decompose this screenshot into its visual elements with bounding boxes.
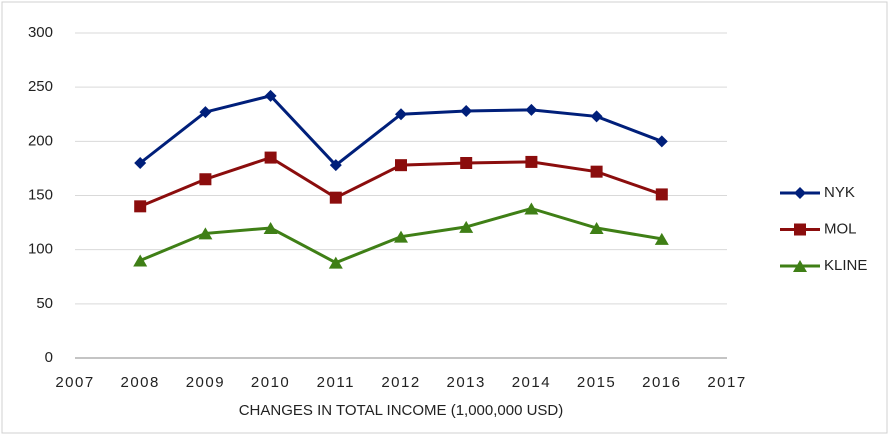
marker <box>459 220 474 233</box>
marker <box>524 202 539 215</box>
legend-label: MOL <box>824 220 857 237</box>
legend-label: KLINE <box>824 257 867 274</box>
marker <box>794 223 806 236</box>
x-tick-label: 2017 <box>707 374 746 391</box>
x-tick-label: 2014 <box>512 374 551 391</box>
marker <box>655 188 668 201</box>
x-tick-label: 2011 <box>317 374 355 391</box>
marker <box>460 157 473 169</box>
x-tick-label: 2013 <box>447 374 486 391</box>
x-tick-label: 2015 <box>577 374 616 391</box>
marker <box>134 157 147 169</box>
marker <box>460 105 473 117</box>
x-tick-label: 2007 <box>55 374 94 391</box>
x-axis-title: CHANGES IN TOTAL INCOME (1,000,000 USD) <box>239 402 564 419</box>
marker <box>395 108 407 121</box>
x-tick-label: 2009 <box>186 374 225 391</box>
y-tick-label: 300 <box>28 24 53 41</box>
marker <box>329 159 342 172</box>
marker <box>264 89 277 102</box>
marker <box>134 200 147 213</box>
marker <box>198 227 213 240</box>
marker <box>394 230 408 243</box>
marker <box>525 155 538 168</box>
marker <box>264 151 277 164</box>
x-tick-label: 2008 <box>121 374 160 391</box>
marker <box>525 103 538 116</box>
y-tick-label: 200 <box>28 132 53 149</box>
y-tick-label: 50 <box>36 295 53 312</box>
marker <box>328 256 343 269</box>
y-tick-label: 100 <box>28 241 53 258</box>
marker <box>793 260 807 272</box>
y-tick-label: 250 <box>28 78 53 95</box>
marker <box>199 173 212 186</box>
y-tick-label: 0 <box>45 349 53 366</box>
marker <box>395 159 407 172</box>
marker <box>654 232 669 245</box>
marker <box>590 165 603 178</box>
marker <box>590 110 603 123</box>
marker <box>133 254 148 267</box>
x-tick-label: 2010 <box>251 374 290 391</box>
marker <box>329 191 342 204</box>
marker <box>589 222 604 234</box>
y-tick-label: 150 <box>28 186 53 203</box>
marker <box>263 222 278 234</box>
legend-label: NYK <box>824 184 855 201</box>
marker <box>199 106 212 119</box>
marker <box>655 135 668 148</box>
marker <box>794 187 806 199</box>
x-tick-label: 2016 <box>642 374 681 391</box>
x-tick-label: 2012 <box>381 374 420 391</box>
